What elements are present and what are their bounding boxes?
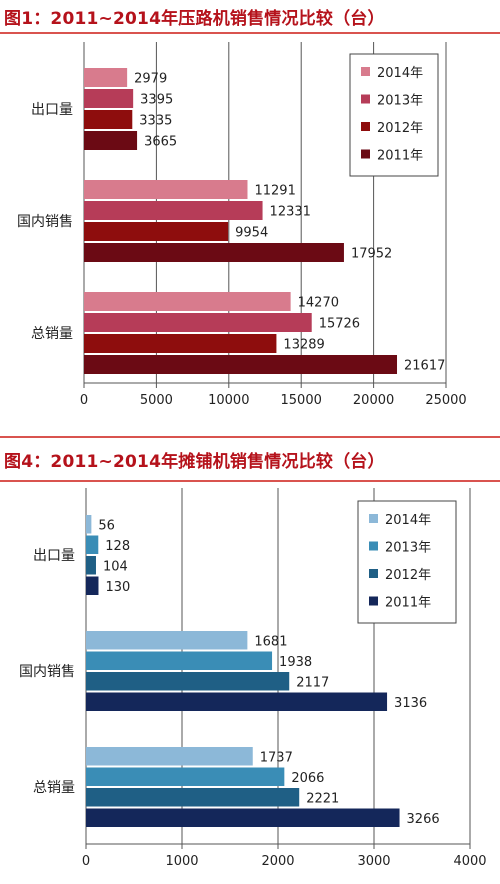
data-label: 56 (98, 518, 115, 533)
bar (86, 808, 400, 827)
bar (86, 631, 248, 650)
data-label: 2979 (134, 72, 167, 87)
data-label: 11291 (254, 184, 295, 199)
bar (84, 292, 291, 311)
data-label: 2066 (291, 771, 324, 786)
data-label: 2221 (306, 791, 339, 806)
category-label: 国内销售 (17, 214, 73, 230)
category-label: 总销量 (31, 326, 73, 342)
bar (86, 576, 99, 595)
data-label: 9954 (235, 226, 268, 241)
bar (86, 692, 388, 711)
bar (84, 355, 398, 374)
x-tick-label: 0 (82, 854, 90, 869)
x-tick-label: 5000 (140, 393, 173, 408)
legend-swatch (361, 122, 370, 131)
data-label: 2117 (296, 675, 329, 690)
legend-swatch (369, 541, 378, 551)
bar (86, 747, 253, 766)
chart-1-plot: 0 5000 10000 15000 20000 25000 2979 3395 3335 366… (17, 42, 467, 408)
chart-1-title: 图1：2011~2014年压路机销售情况比较（台） (4, 9, 385, 29)
x-tick-label: 15000 (281, 393, 322, 408)
category-label: 总销量 (33, 780, 75, 796)
legend-entry: 2014年 (377, 66, 423, 81)
data-label: 15726 (319, 317, 360, 332)
data-label: 3395 (140, 93, 173, 108)
data-label: 21617 (404, 359, 445, 374)
data-label: 14270 (298, 296, 339, 311)
bar (84, 201, 263, 220)
bar (86, 556, 96, 575)
legend-swatch (361, 94, 370, 104)
legend-entry: 2012年 (385, 568, 431, 583)
bar (84, 243, 344, 262)
legend-swatch (369, 569, 378, 578)
chart-2-title-rule (0, 480, 500, 482)
bar (84, 222, 229, 241)
legend-entry: 2012年 (377, 121, 423, 136)
bar (86, 535, 99, 554)
legend-entry: 2013年 (385, 541, 431, 556)
x-tick-label: 10000 (208, 393, 249, 408)
data-label: 128 (105, 539, 130, 554)
bar (86, 651, 273, 670)
bar (86, 767, 285, 786)
bar (84, 89, 134, 108)
legend-swatch (361, 67, 370, 76)
bar (86, 788, 300, 807)
x-tick-label: 3000 (357, 854, 390, 869)
x-tick-label: 1000 (165, 854, 198, 869)
bar (84, 313, 312, 332)
legend-entry: 2014年 (385, 513, 431, 528)
legend-entry: 2011年 (385, 596, 431, 611)
data-label: 1737 (260, 750, 293, 765)
category-label: 出口量 (31, 102, 73, 118)
bar (86, 672, 290, 691)
bar (84, 131, 138, 150)
section-divider (0, 436, 500, 438)
bar (84, 334, 277, 353)
x-tick-label: 2000 (261, 854, 294, 869)
data-label: 3136 (394, 696, 427, 711)
legend-swatch (369, 514, 378, 523)
chart-2-title: 图4：2011~2014年摊铺机销售情况比较（台） (4, 452, 385, 472)
x-tick-label: 4000 (453, 854, 486, 869)
data-label: 12331 (270, 205, 311, 220)
data-label: 13289 (283, 338, 324, 353)
bar (84, 180, 248, 199)
data-label: 3335 (139, 114, 172, 129)
bar (86, 515, 92, 534)
category-label: 出口量 (33, 548, 75, 564)
data-label: 3665 (144, 135, 177, 150)
bar (84, 68, 128, 87)
x-tick-label: 25000 (425, 393, 466, 408)
bar (84, 110, 133, 129)
x-tick-label: 0 (80, 393, 88, 408)
data-label: 1681 (254, 634, 287, 649)
category-label: 国内销售 (19, 664, 75, 680)
legend-entry: 2013年 (377, 94, 423, 109)
legend-entry: 2011年 (377, 149, 423, 164)
chart-2-plot: 0 1000 2000 3000 4000 56 128 104 130 出口量 1681 1938 2… (19, 488, 487, 869)
chart-1-title-rule (0, 32, 500, 34)
x-tick-label: 20000 (353, 393, 394, 408)
data-label: 1938 (279, 655, 312, 670)
data-label: 130 (105, 580, 130, 595)
legend-swatch (369, 596, 378, 606)
data-label: 3266 (407, 812, 440, 827)
data-label: 104 (103, 559, 128, 574)
data-label: 17952 (351, 247, 392, 262)
legend-swatch (361, 149, 370, 159)
